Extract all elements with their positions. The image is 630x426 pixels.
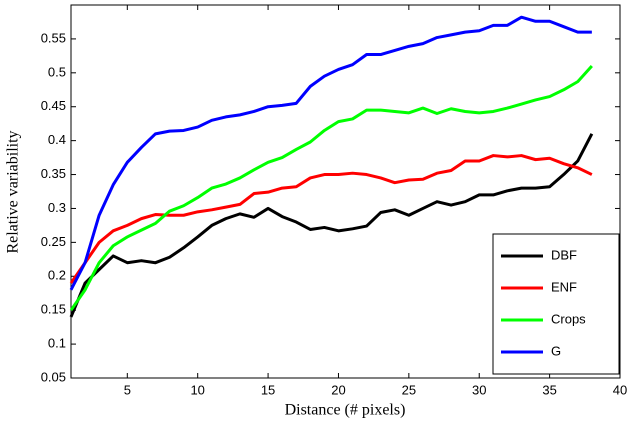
x-tick-label: 10 [190, 382, 204, 397]
y-tick-label: 0.2 [48, 268, 66, 283]
y-tick-label: 0.25 [41, 234, 66, 249]
y-tick-label: 0.3 [48, 200, 66, 215]
x-tick-label: 40 [613, 382, 627, 397]
y-tick-label: 0.55 [41, 30, 66, 45]
legend-label: DBF [551, 247, 577, 262]
x-tick-label: 30 [472, 382, 486, 397]
y-tick-label: 0.05 [41, 369, 66, 384]
y-axis-label: Relative variability [5, 130, 22, 253]
x-tick-label: 35 [542, 382, 556, 397]
x-tick-label: 5 [124, 382, 131, 397]
y-tick-label: 0.45 [41, 98, 66, 113]
data-line [69, 133, 594, 318]
x-tick-label: 20 [331, 382, 345, 397]
y-tick-label: 0.5 [48, 64, 66, 79]
plot-frame [70, 4, 621, 379]
y-tick-label: 0.35 [41, 166, 66, 181]
data-line [69, 65, 593, 312]
data-line [69, 154, 593, 284]
y-tick-label: 0.4 [48, 132, 66, 147]
x-tick-label: 25 [402, 382, 416, 397]
legend-label: G [551, 343, 561, 358]
data-line [69, 15, 592, 291]
y-tick-label: 0.15 [41, 302, 66, 317]
y-tick-label: 0.1 [48, 336, 66, 351]
legend-label: ENF [551, 279, 577, 294]
x-tick-label: 15 [261, 382, 275, 397]
x-axis-label: Distance (# pixels) [285, 402, 406, 419]
legend-label: Crops [551, 311, 586, 326]
